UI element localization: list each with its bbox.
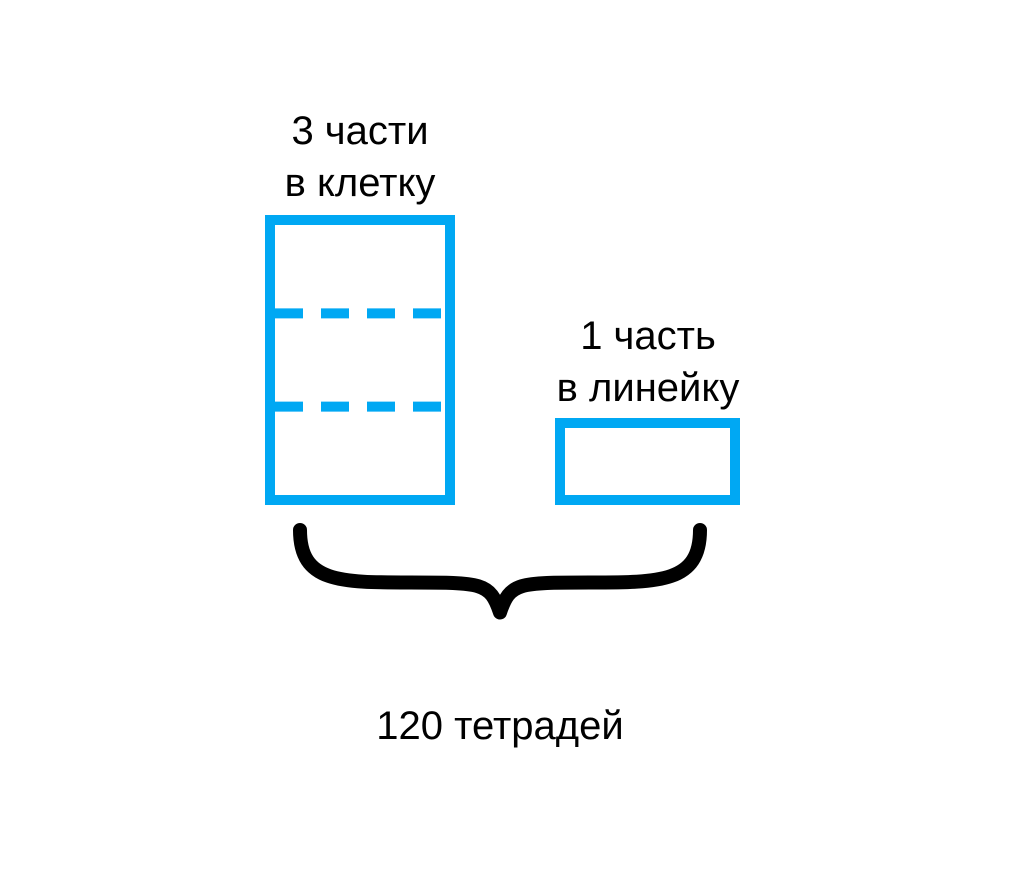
left-box	[270, 220, 450, 500]
right-box	[560, 423, 735, 500]
left-top-label: 3 части в клетку	[250, 105, 470, 209]
right-top-label: 1 часть в линейку	[528, 310, 768, 414]
bottom-label: 120 тетрадей	[300, 700, 700, 752]
brace-icon	[300, 530, 700, 613]
diagram-canvas: 3 части в клетку 1 часть в линейку 120 т…	[0, 0, 1032, 882]
